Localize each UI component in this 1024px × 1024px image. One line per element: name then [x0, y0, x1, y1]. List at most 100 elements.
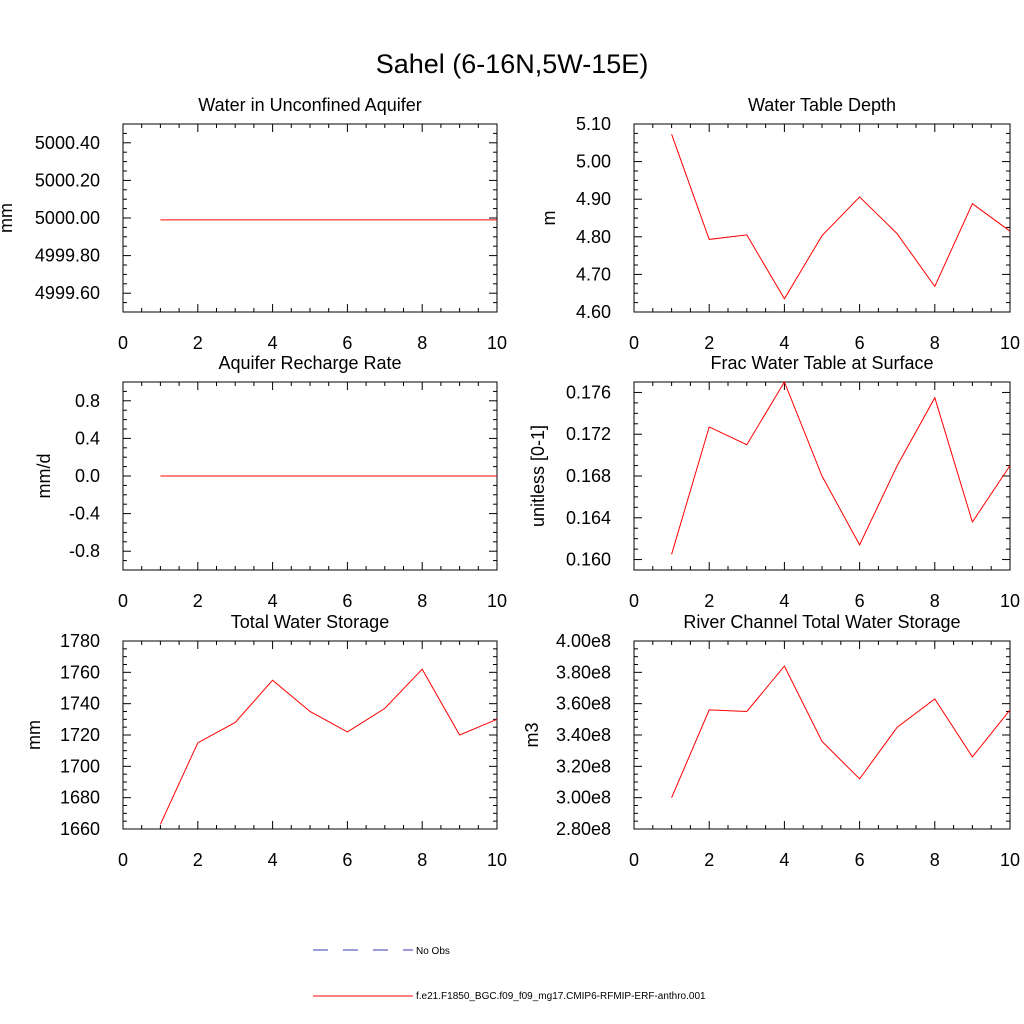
- legend: No Obs f.e21.F1850_BGC.f09_f09_mg17.CMIP…: [313, 946, 706, 1002]
- panel-title: Frac Water Table at Surface: [710, 353, 933, 373]
- figure-title: Sahel (6-16N,5W-15E): [376, 49, 649, 79]
- y-tick-label: 4.60: [576, 302, 611, 322]
- y-tick-label: 4.90: [576, 189, 611, 209]
- x-tick-label: 10: [1000, 850, 1020, 870]
- legend-model-label: f.e21.F1850_BGC.f09_f09_mg17.CMIP6-RFMIP…: [416, 991, 706, 1002]
- x-tick-label: 0: [118, 333, 128, 353]
- y-tick-label: 1780: [60, 631, 100, 651]
- y-tick-label: 0.172: [566, 424, 611, 444]
- y-tick-label: 4.80: [576, 227, 611, 247]
- x-tick-label: 0: [629, 591, 639, 611]
- series-line: [671, 380, 1011, 555]
- x-tick-label: 4: [268, 591, 278, 611]
- x-tick-label: 8: [417, 333, 427, 353]
- panel-title: Water in Unconfined Aquifer: [198, 95, 421, 115]
- y-tick-label: 1760: [60, 662, 100, 682]
- y-tick-label: 1700: [60, 756, 100, 776]
- x-tick-label: 2: [193, 850, 203, 870]
- y-tick-label: 0.160: [566, 550, 611, 570]
- y-axis-label: mm: [0, 203, 16, 233]
- y-tick-label: 3.20e8: [556, 756, 611, 776]
- panel-6: River Channel Total Water Storage m3 0 2 4 6 8…: [522, 612, 1020, 870]
- y-tick-label: 4.70: [576, 264, 611, 284]
- x-tick-label: 6: [342, 333, 352, 353]
- y-axis-label: m3: [522, 722, 542, 747]
- y-tick-label: 5000.20: [35, 170, 100, 190]
- y-axis-label: mm: [24, 720, 44, 750]
- plot-frame: [122, 640, 498, 830]
- x-tick-label: 4: [779, 591, 789, 611]
- y-tick-label: 3.00e8: [556, 788, 611, 808]
- x-tick-label: 2: [193, 333, 203, 353]
- y-tick-label: 5.10: [576, 114, 611, 134]
- y-axis-label: mm/d: [34, 454, 54, 499]
- x-tick-label: 10: [1000, 333, 1020, 353]
- x-tick-label: 6: [855, 850, 865, 870]
- y-tick-label: 1680: [60, 788, 100, 808]
- y-tick-label: 2.80e8: [556, 819, 611, 839]
- x-tick-label: 6: [855, 333, 865, 353]
- y-tick-label: 3.60e8: [556, 694, 611, 714]
- y-tick-label: 5.00: [576, 152, 611, 172]
- y-tick-label: 0.164: [566, 508, 611, 528]
- series-line: [671, 134, 1011, 300]
- y-tick-label: 0.176: [566, 382, 611, 402]
- plot-frame: [633, 640, 1011, 830]
- x-tick-label: 4: [779, 333, 789, 353]
- x-tick-label: 6: [342, 591, 352, 611]
- x-tick-label: 10: [487, 333, 507, 353]
- legend-obs-label: No Obs: [416, 946, 450, 957]
- x-tick-label: 8: [930, 591, 940, 611]
- y-tick-label: 5000.00: [35, 208, 100, 228]
- y-tick-label: 5000.40: [35, 133, 100, 153]
- x-tick-label: 0: [629, 850, 639, 870]
- x-tick-label: 0: [629, 333, 639, 353]
- y-tick-label: 3.80e8: [556, 662, 611, 682]
- x-tick-label: 4: [779, 850, 789, 870]
- y-tick-label: 0.168: [566, 466, 611, 486]
- y-tick-label: 4.00e8: [556, 631, 611, 651]
- x-tick-label: 0: [118, 591, 128, 611]
- x-tick-label: 10: [1000, 591, 1020, 611]
- x-tick-label: 0: [118, 850, 128, 870]
- y-tick-label: 0.0: [75, 466, 100, 486]
- panel-4: Frac Water Table at Surface unitless [0-1…: [528, 353, 1020, 611]
- plot-frame: [633, 123, 1011, 313]
- x-tick-label: 10: [487, 591, 507, 611]
- x-tick-label: 6: [342, 850, 352, 870]
- y-tick-label: 4999.80: [35, 246, 100, 266]
- y-axis-label: m: [539, 211, 559, 226]
- y-axis-label: unitless [0-1]: [528, 425, 548, 527]
- panel-title: Aquifer Recharge Rate: [218, 353, 401, 373]
- series-line: [159, 668, 498, 825]
- panel-5: Total Water Storage mm 0 2 4 6 8 10 1660 1680 1700…: [24, 612, 507, 870]
- plot-frame: [122, 123, 498, 313]
- panels: Water in Unconfined Aquifer mm 0 2 4 6 8 10 4999…: [0, 95, 1020, 870]
- y-tick-label: -0.8: [69, 541, 100, 561]
- x-tick-label: 4: [268, 333, 278, 353]
- y-tick-label: 1720: [60, 725, 100, 745]
- panel-1: Water in Unconfined Aquifer mm 0 2 4 6 8 10 4999…: [0, 95, 507, 353]
- panel-title: Water Table Depth: [748, 95, 896, 115]
- panel-3: Aquifer Recharge Rate mm/d 0 2 4 6 8 10 -0.8 -0.4…: [34, 353, 507, 611]
- x-tick-label: 2: [704, 850, 714, 870]
- x-tick-label: 8: [417, 850, 427, 870]
- x-tick-label: 6: [855, 591, 865, 611]
- y-tick-label: 0.8: [75, 391, 100, 411]
- y-tick-label: 1740: [60, 694, 100, 714]
- x-tick-label: 2: [704, 591, 714, 611]
- panel-title: Total Water Storage: [231, 612, 389, 632]
- x-tick-label: 8: [417, 591, 427, 611]
- series-line: [671, 665, 1011, 798]
- y-tick-label: 4999.60: [35, 283, 100, 303]
- y-tick-label: 1660: [60, 819, 100, 839]
- y-tick-label: 3.40e8: [556, 725, 611, 745]
- x-tick-label: 4: [268, 850, 278, 870]
- x-tick-label: 8: [930, 333, 940, 353]
- panel-title: River Channel Total Water Storage: [683, 612, 960, 632]
- x-tick-label: 10: [487, 850, 507, 870]
- x-tick-label: 8: [930, 850, 940, 870]
- x-tick-label: 2: [704, 333, 714, 353]
- panel-2: Water Table Depth m 0 2 4 6 8 10 4.60 4.70 4.80 4.9…: [539, 95, 1020, 353]
